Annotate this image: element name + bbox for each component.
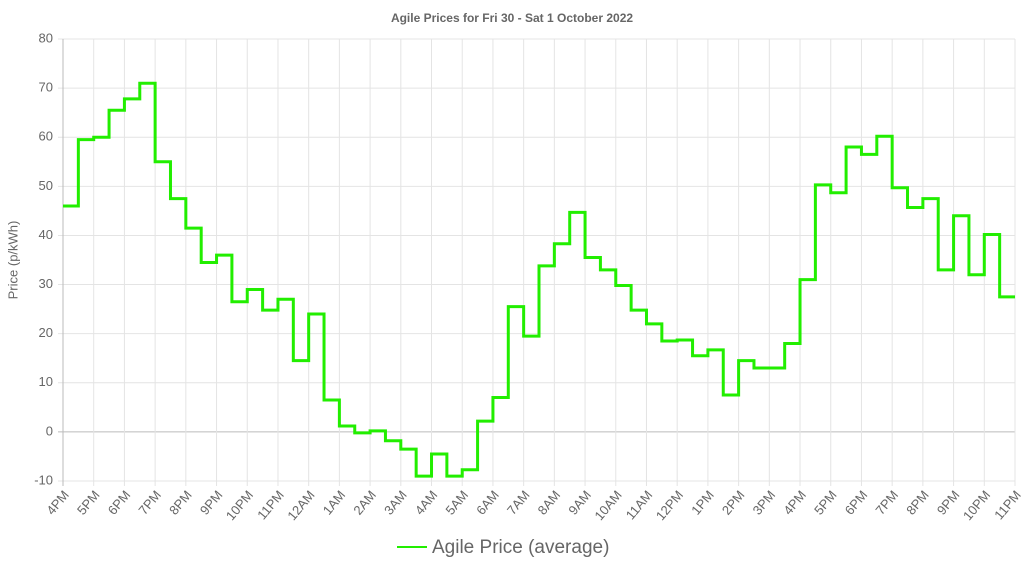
x-tick-label: 8PM: [903, 487, 932, 517]
y-tick-label: 0: [46, 423, 53, 438]
x-tick-label: 5PM: [74, 487, 103, 517]
x-tick-label: 10PM: [960, 487, 993, 523]
x-tick-label: 3AM: [381, 487, 410, 517]
x-tick-label: 6AM: [473, 487, 502, 517]
x-tick-label: 1PM: [688, 487, 717, 517]
x-tick-label: 2AM: [350, 487, 379, 517]
y-tick-label: 70: [39, 80, 53, 95]
x-tick-label: 7PM: [135, 487, 164, 517]
x-tick-label: 10AM: [591, 487, 624, 523]
x-tick-label: 8AM: [535, 487, 564, 517]
x-tick-label: 8PM: [166, 487, 195, 517]
chart-title: Agile Prices for Fri 30 - Sat 1 October …: [391, 11, 633, 25]
price-line: [63, 81, 1015, 478]
x-tick-label: 12PM: [653, 487, 686, 523]
y-axis-label: Price (p/kWh): [5, 221, 20, 300]
y-tick-label: 30: [39, 276, 53, 291]
x-tick-label: 7PM: [872, 487, 901, 517]
x-tick-label: 7AM: [504, 487, 533, 517]
x-tick-label: 1AM: [320, 487, 349, 517]
x-tick-label: 11PM: [991, 487, 1024, 522]
x-tick-label: 9PM: [197, 487, 226, 517]
x-tick-label: 5AM: [442, 487, 471, 517]
x-tick-label: 6PM: [842, 487, 871, 517]
y-tick-label: 80: [39, 30, 53, 45]
y-tick-label: 10: [39, 374, 53, 389]
x-tick-label: 2PM: [719, 487, 748, 517]
legend-label: Agile Price (average): [432, 537, 609, 558]
x-tick-label: 9PM: [934, 487, 963, 517]
x-tick-label: 12AM: [284, 487, 317, 523]
x-tick-label: 9AM: [565, 487, 594, 517]
x-tick-label: 4AM: [412, 487, 441, 517]
y-tick-label: 40: [39, 227, 53, 242]
y-tick-label: 20: [39, 325, 53, 340]
y-tick-label: 50: [39, 178, 53, 193]
legend-item: Agile Price (average): [397, 537, 609, 558]
x-tick-label: 11AM: [623, 487, 656, 522]
x-tick-label: 11PM: [254, 487, 287, 522]
x-tick-label: 6PM: [105, 487, 134, 517]
x-tick-label: 4PM: [780, 487, 809, 517]
y-tick-label: -10: [34, 472, 53, 487]
x-tick-label: 5PM: [811, 487, 840, 517]
x-tick-label: 3PM: [750, 487, 779, 517]
y-tick-label: 60: [39, 129, 53, 144]
x-tick-label: 4PM: [43, 487, 72, 517]
x-tick-label: 10PM: [223, 487, 256, 523]
